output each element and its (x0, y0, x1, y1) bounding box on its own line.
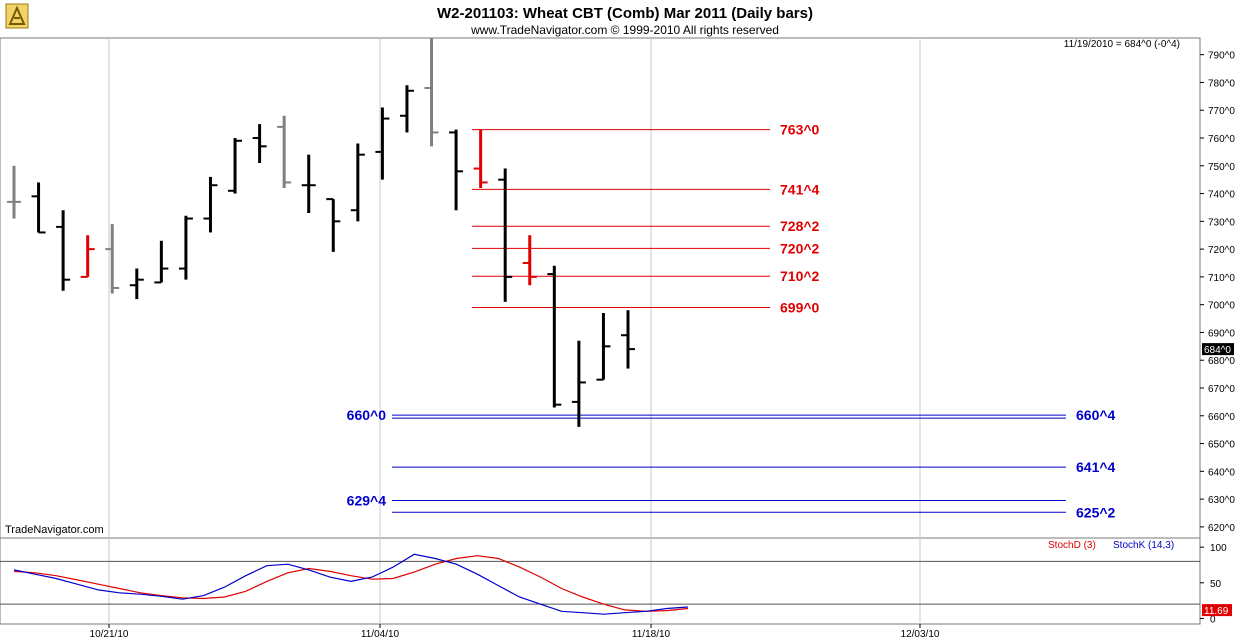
price-tick-label: 740^0 (1208, 190, 1235, 201)
stoch-k-line (13, 553, 689, 615)
stoch-panel (0, 537, 1201, 625)
resistance-label: 741^4 (780, 181, 820, 197)
price-tick-label: 660^0 (1208, 412, 1235, 423)
resistance-label: 728^2 (780, 218, 820, 234)
stoch-tick-label: 0 (1210, 614, 1216, 625)
date-axis: 10/21/10 11/04/10 11/18/10 12/03/10 (90, 624, 940, 640)
price-tick-label: 750^0 (1208, 162, 1235, 173)
support-label-left: 629^4 (347, 493, 387, 509)
ohlc-bar (571, 340, 586, 427)
ohlc-bar (129, 268, 144, 300)
stoch-k-legend: StochK (14,3) (1113, 540, 1174, 551)
stoch-d-line (13, 555, 689, 612)
date-label: 10/21/10 (90, 629, 129, 640)
ohlc-bar (399, 85, 414, 133)
date-label: 12/03/10 (901, 629, 940, 640)
price-tick-label: 680^0 (1208, 356, 1235, 367)
grid-layer (108, 38, 921, 624)
ohlc-bar (7, 165, 21, 219)
ohlc-bar (547, 265, 562, 408)
copyright-text: www.TradeNavigator.com © 1999-2010 All r… (470, 23, 779, 37)
resistance-label: 720^2 (780, 240, 820, 256)
last-info: 11/19/2010 = 684^0 (-0^4) (1064, 39, 1180, 50)
price-tick-label: 710^0 (1208, 273, 1235, 284)
price-tick-label: 700^0 (1208, 301, 1235, 312)
price-tick-label: 650^0 (1208, 440, 1235, 451)
chart-title: W2-201103: Wheat CBT (Comb) Mar 2011 (Da… (437, 5, 813, 22)
ohlc-bar (252, 124, 267, 163)
ohlc-bar (105, 224, 120, 294)
ohlc-bar (350, 143, 365, 222)
ohlc-bar (228, 138, 243, 194)
ohlc-bar (621, 310, 635, 369)
level-lines: 763^0 741^4 728^2 720^2 710^2 699^0 660^0 660^4… (347, 122, 1116, 521)
ohlc-bar (154, 240, 169, 284)
ohlc-bar (31, 182, 46, 234)
date-label: 11/18/10 (632, 629, 671, 640)
ohlc-bar (473, 129, 488, 188)
price-tick-label: 690^0 (1208, 328, 1235, 339)
stochastic-panel: 100 50 0 StochD (3) StochK (14,3) 11.69 (0, 540, 1232, 625)
stoch-last-label: 11.69 (1204, 606, 1229, 617)
ohlc-bar (277, 115, 292, 188)
ohlc-bar (522, 235, 537, 286)
support-label-right: 660^4 (1076, 407, 1116, 423)
resistance-label: 710^2 (780, 268, 820, 284)
ohlc-bar (326, 198, 341, 252)
support-label-right: 641^4 (1076, 459, 1116, 475)
price-bars (7, 38, 635, 427)
price-tick-label: 790^0 (1208, 51, 1235, 62)
price-tick-label: 620^0 (1208, 523, 1235, 534)
price-tick-label: 730^0 (1208, 217, 1235, 228)
ohlc-bar (203, 176, 218, 233)
support-label-left: 660^0 (347, 407, 387, 423)
stoch-d-legend: StochD (3) (1048, 540, 1096, 551)
support-label-right: 625^2 (1076, 504, 1116, 520)
ohlc-bar (178, 215, 193, 280)
ohlc-bar (80, 235, 95, 278)
ohlc-bar (498, 168, 513, 302)
ohlc-bar (596, 313, 611, 381)
watermark-text: TradeNavigator.com (5, 524, 104, 536)
price-tick-label: 780^0 (1208, 78, 1235, 89)
ohlc-bar (375, 107, 390, 180)
last-price-tag (1202, 343, 1234, 356)
resistance-label: 699^0 (780, 299, 820, 315)
stoch-tick-label: 100 (1210, 543, 1227, 554)
price-tick-label: 760^0 (1208, 134, 1235, 145)
date-label: 11/04/10 (361, 629, 400, 640)
price-tick-label: 640^0 (1208, 467, 1235, 478)
price-tick-label: 770^0 (1208, 106, 1235, 117)
stoch-last-tag (1202, 604, 1232, 617)
ohlc-bar (56, 210, 71, 291)
price-panel (0, 37, 1201, 539)
price-tick-label: 720^0 (1208, 245, 1235, 256)
resistance-label: 763^0 (780, 122, 820, 138)
ohlc-bar (449, 129, 464, 211)
ohlc-bar (301, 154, 316, 213)
last-price-label: 684^0 (1204, 345, 1231, 356)
price-tick-label: 630^0 (1208, 495, 1235, 506)
stoch-tick-label: 50 (1210, 579, 1222, 590)
ohlc-bar (424, 38, 439, 147)
logo-icon (5, 3, 29, 29)
price-axis: 790^0 780^0 770^0 760^0 750^0 740^0 730^0 720^0… (1200, 51, 1235, 534)
price-tick-label: 670^0 (1208, 384, 1235, 395)
